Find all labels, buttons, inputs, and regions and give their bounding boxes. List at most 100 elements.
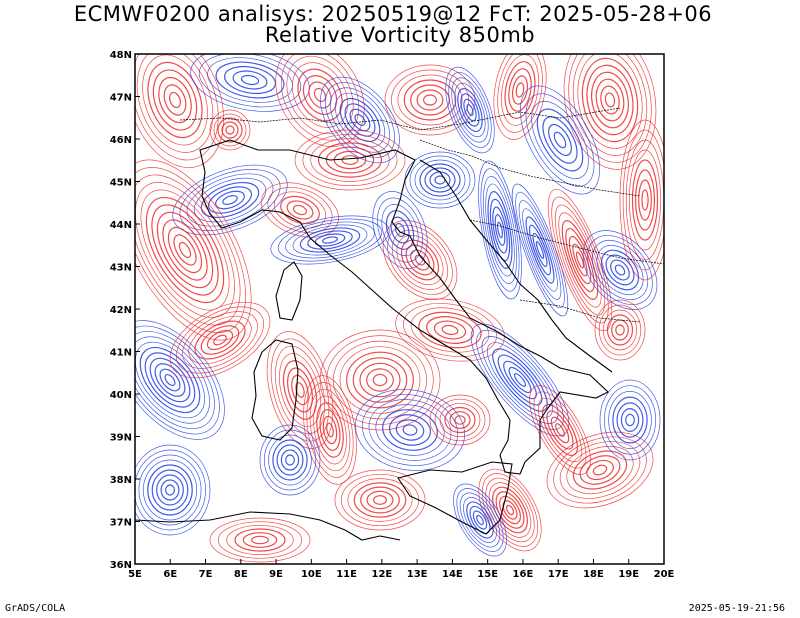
positive-vorticity-contour bbox=[500, 54, 540, 126]
positive-vorticity-contour bbox=[416, 89, 444, 111]
positive-vorticity-contour bbox=[173, 234, 197, 266]
negative-vorticity-contour bbox=[525, 216, 555, 284]
negative-vorticity-contour bbox=[612, 396, 648, 444]
positive-vorticity-contour bbox=[397, 74, 463, 126]
negative-vorticity-contour bbox=[492, 206, 508, 254]
positive-vorticity-contour bbox=[142, 54, 208, 146]
positive-vorticity-contour bbox=[403, 79, 457, 121]
lat-tick-label: 41N bbox=[110, 348, 132, 359]
negative-vorticity-contour bbox=[147, 464, 193, 516]
negative-vorticity-contour bbox=[135, 444, 211, 536]
positive-vorticity-contour bbox=[234, 528, 286, 552]
lat-tick-label: 44N bbox=[110, 220, 132, 231]
positive-vorticity-contour bbox=[505, 504, 515, 516]
borders bbox=[179, 107, 664, 323]
positive-vorticity-contour bbox=[287, 367, 313, 413]
positive-vorticity-contour bbox=[546, 410, 574, 450]
negative-vorticity-contour bbox=[223, 65, 277, 95]
positive-vorticity-contour bbox=[575, 251, 585, 269]
positive-vorticity-contour bbox=[444, 406, 476, 434]
negative-vorticity-contour bbox=[463, 98, 477, 122]
positive-vorticity-contour bbox=[579, 455, 621, 485]
lon-tick-label: 15E bbox=[477, 569, 498, 580]
negative-vorticity-contour bbox=[292, 224, 368, 256]
negative-vorticity-contour bbox=[553, 131, 567, 149]
negative-vorticity-contour bbox=[620, 408, 640, 433]
negative-vorticity-contour bbox=[394, 222, 406, 238]
negative-vorticity-contour bbox=[390, 216, 410, 244]
negative-vorticity-contour bbox=[165, 484, 176, 496]
positive-vorticity-contour bbox=[373, 495, 388, 505]
positive-vorticity-contour bbox=[167, 226, 203, 274]
negative-vorticity-contour bbox=[610, 259, 630, 281]
negative-vorticity-contour bbox=[402, 424, 418, 436]
positive-vorticity-contour bbox=[591, 71, 629, 129]
positive-vorticity-contour bbox=[135, 159, 252, 341]
positive-vorticity-contour bbox=[135, 182, 235, 318]
negative-vorticity-contour bbox=[307, 230, 353, 250]
negative-vorticity-contour bbox=[596, 244, 644, 296]
negative-vorticity-contour bbox=[454, 82, 486, 138]
positive-vorticity-contour bbox=[504, 61, 536, 119]
lon-tick-label: 9E bbox=[269, 569, 283, 580]
positive-vorticity-contour bbox=[280, 54, 360, 141]
positive-vorticity-contour bbox=[555, 423, 565, 437]
negative-vorticity-contour bbox=[135, 341, 205, 419]
lon-tick-label: 16E bbox=[513, 569, 534, 580]
positive-vorticity-contour bbox=[225, 125, 235, 135]
positive-vorticity-contour bbox=[595, 78, 625, 122]
negative-vorticity-contour bbox=[600, 249, 640, 291]
negative-vorticity-contour bbox=[513, 373, 527, 387]
positive-vorticity-contour bbox=[568, 235, 592, 285]
positive-vorticity-contour bbox=[515, 82, 525, 98]
positive-vorticity-contour bbox=[546, 431, 654, 509]
negative-vorticity-contour bbox=[466, 104, 474, 116]
positive-vorticity-contour bbox=[638, 179, 652, 221]
positive-vorticity-contour bbox=[267, 187, 333, 233]
map-axes: 5E 6E 7E 8E 9E 10E 11E 12E 13E 14E 15E 16E 17E 18E 19E… bbox=[110, 50, 675, 580]
positive-vorticity-contour bbox=[136, 54, 214, 153]
negative-vorticity-contour bbox=[135, 336, 210, 424]
coastlines bbox=[135, 139, 613, 541]
negative-vorticity-contour bbox=[172, 164, 288, 236]
positive-vorticity-contour bbox=[403, 303, 497, 357]
footer-timestamp: 2025-05-19-21:56 bbox=[688, 603, 785, 614]
negative-vorticity-contour bbox=[515, 191, 565, 309]
positive-vorticity-contour bbox=[280, 195, 320, 225]
positive-vorticity-contour bbox=[151, 204, 219, 296]
positive-vorticity-contour bbox=[619, 119, 664, 281]
positive-vorticity-contour bbox=[156, 211, 214, 289]
negative-vorticity-contour bbox=[542, 116, 578, 164]
negative-vorticity-contour bbox=[138, 454, 202, 526]
positive-vorticity-contour bbox=[163, 84, 187, 116]
negative-vorticity-contour bbox=[349, 108, 371, 132]
negative-vorticity-contour bbox=[492, 348, 548, 412]
positive-vorticity-contour bbox=[286, 200, 314, 220]
negative-vorticity-contour bbox=[487, 342, 553, 418]
lat-tick-label: 40N bbox=[110, 390, 132, 401]
positive-vorticity-contour bbox=[242, 532, 278, 548]
negative-vorticity-contour bbox=[599, 379, 661, 461]
lon-tick-label: 20E bbox=[654, 569, 675, 580]
lon-tick-label: 18E bbox=[583, 569, 604, 580]
positive-vorticity-contour bbox=[175, 306, 265, 374]
negative-vorticity-contour bbox=[135, 320, 225, 440]
positive-vorticity-contour bbox=[325, 146, 375, 174]
positive-vorticity-contour bbox=[559, 441, 641, 499]
positive-vorticity-contour bbox=[226, 524, 294, 556]
positive-vorticity-contour bbox=[641, 189, 649, 211]
lat-tick-label: 45N bbox=[110, 178, 132, 189]
positive-vorticity-contour bbox=[615, 324, 625, 336]
positive-vorticity-contour bbox=[572, 243, 588, 277]
negative-vorticity-contour bbox=[270, 215, 390, 265]
negative-vorticity-contour bbox=[478, 160, 522, 300]
positive-vorticity-contour bbox=[441, 324, 459, 336]
negative-vorticity-contour bbox=[320, 76, 400, 164]
lon-tick-label: 7E bbox=[199, 569, 213, 580]
negative-vorticity-contour bbox=[200, 181, 260, 219]
negative-vorticity-contour bbox=[481, 336, 559, 424]
negative-vorticity-contour bbox=[489, 198, 511, 262]
lat-tick-label: 47N bbox=[110, 93, 132, 104]
positive-vorticity-contour bbox=[360, 486, 400, 514]
positive-vorticity-contour bbox=[586, 459, 614, 481]
